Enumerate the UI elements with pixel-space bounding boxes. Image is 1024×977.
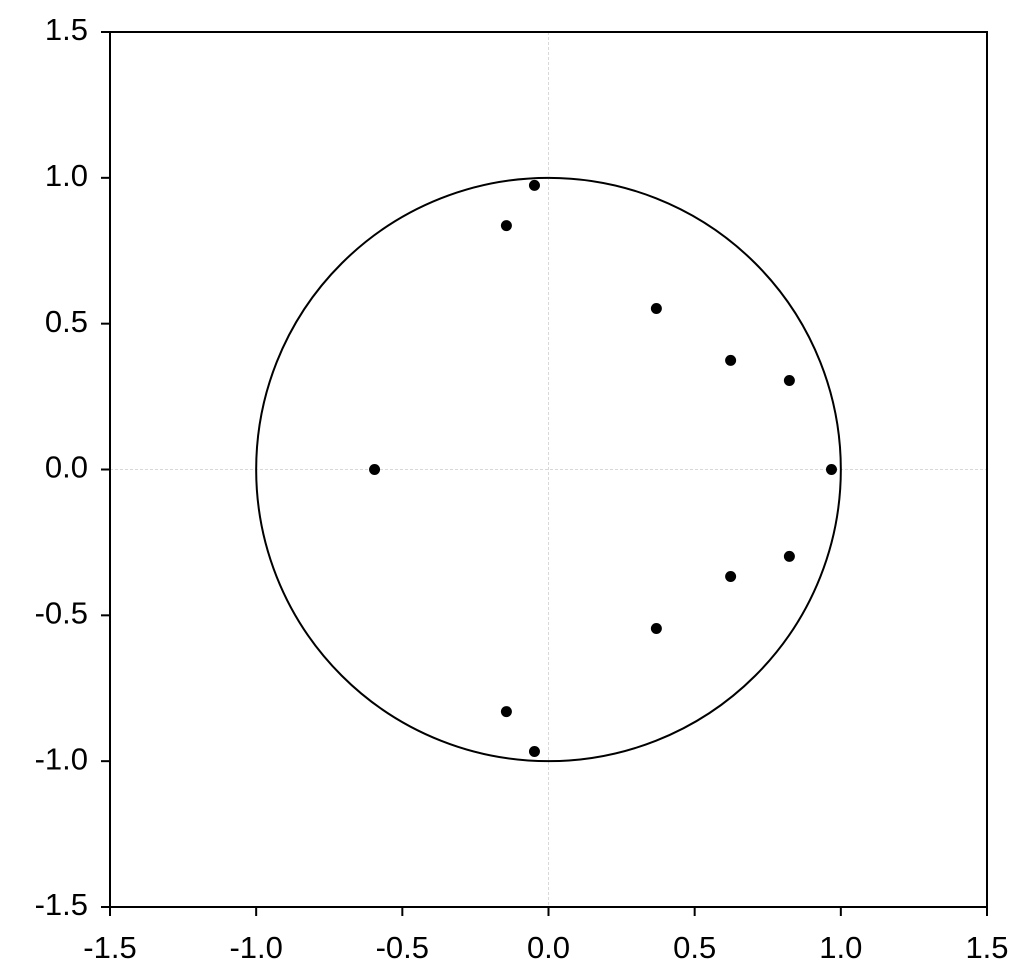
x-tick-label: 1.5 [965,930,1008,965]
x-tick-label: -1.5 [83,930,136,965]
point [650,622,662,634]
point [783,550,795,562]
y-tick-label: 1.0 [45,158,88,193]
x-tick-label: 1.0 [819,930,862,965]
x-tick-label: 0.0 [527,930,570,965]
y-tick-label: 1.5 [45,12,88,47]
y-tick-label: 0.0 [45,450,88,485]
point [783,375,795,387]
point [528,746,540,758]
point [725,571,737,583]
y-tick-label: 0.5 [45,304,88,339]
point [528,179,540,191]
y-tick-label: -1.0 [35,741,88,776]
point [369,464,381,475]
x-tick-label: -1.0 [229,930,282,965]
point [500,220,512,232]
x-tick-label: -0.5 [376,930,429,965]
x-tick-label: 0.5 [673,930,716,965]
y-tick-label: -1.5 [35,887,88,922]
point [825,464,837,475]
point [500,706,512,718]
point [725,354,737,366]
point [650,303,662,314]
unit-circle [255,176,842,763]
y-tick-label: -0.5 [35,596,88,631]
